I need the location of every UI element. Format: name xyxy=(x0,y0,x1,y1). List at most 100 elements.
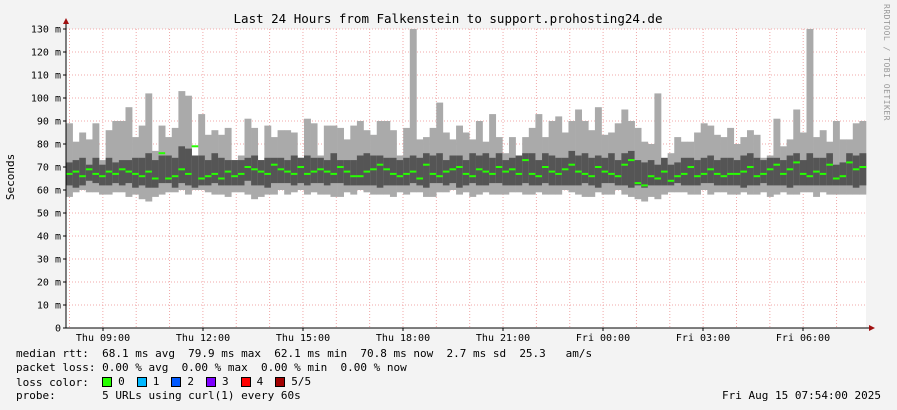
y-tick-labels: 0 10 m 20 m 30 m 40 m 50 m 60 m 70 m 80 m 90 m 100… xyxy=(31,25,66,335)
median-point xyxy=(846,161,854,164)
loss-legend-items: 0 1 2 3 4 5/5 xyxy=(102,375,323,391)
iqr-bar xyxy=(462,160,470,186)
envelope-bar xyxy=(621,109,629,195)
iqr-bar xyxy=(423,153,430,188)
median-point xyxy=(231,175,239,178)
x-tick-label: Thu 18:00 xyxy=(376,333,430,344)
median-point xyxy=(489,172,497,175)
envelope-bar xyxy=(409,29,417,193)
iqr-bar xyxy=(297,157,305,184)
envelope-bar xyxy=(614,123,622,190)
median-point xyxy=(641,184,649,187)
median-point xyxy=(396,175,404,178)
median-point xyxy=(700,172,708,175)
y-tick-label: 10 m xyxy=(37,301,61,312)
iqr-bar xyxy=(211,153,219,184)
iqr-bar xyxy=(237,160,245,186)
median-point xyxy=(304,172,311,175)
median-point xyxy=(614,175,622,178)
iqr-bar xyxy=(680,157,688,186)
iqr-bar xyxy=(852,155,860,188)
iqr-bar xyxy=(165,155,173,184)
iqr-bar xyxy=(839,162,847,186)
envelope-bar xyxy=(198,114,206,190)
median-point xyxy=(376,163,384,166)
y-tick-label: 70 m xyxy=(37,163,61,174)
median-point xyxy=(813,170,821,173)
y-tick-label: 100 m xyxy=(31,94,61,105)
loss-color-swatch xyxy=(275,377,286,387)
iqr-bar xyxy=(277,157,285,184)
median-point xyxy=(171,175,179,178)
iqr-bar xyxy=(178,146,186,184)
envelope-bar xyxy=(793,109,801,195)
median-point xyxy=(429,172,437,175)
iqr-bar xyxy=(588,157,596,186)
x-tick-label: Thu 12:00 xyxy=(176,333,230,344)
median-point xyxy=(277,168,285,171)
median-point xyxy=(151,177,159,180)
median-point xyxy=(72,170,80,173)
iqr-bar xyxy=(601,157,609,184)
envelope-bar xyxy=(535,114,543,193)
median-point xyxy=(297,166,305,168)
envelope-bar xyxy=(555,116,563,195)
iqr-bar xyxy=(826,153,834,186)
median-point xyxy=(469,175,477,178)
median-point xyxy=(601,170,609,173)
iqr-bar xyxy=(257,160,265,186)
envelope-bar xyxy=(575,109,583,195)
median-point xyxy=(647,175,655,178)
median-point xyxy=(118,168,126,171)
iqr-bar xyxy=(244,157,252,181)
x-tick-labels: Thu 09:00 Thu 12:00 Thu 15:00 Thu 18:00 Thu … xyxy=(76,328,830,344)
loss-legend-item: 1 xyxy=(136,375,159,389)
x-tick-label: Fri 00:00 xyxy=(576,333,630,344)
median-point xyxy=(542,166,549,168)
median-point xyxy=(237,172,245,175)
rrdtool-watermark: RRDTOOL / TOBI OETIKER xyxy=(882,4,891,121)
iqr-bar xyxy=(515,155,523,186)
iqr-bar xyxy=(733,160,741,186)
median-point xyxy=(839,175,847,178)
median-point xyxy=(138,175,146,178)
iqr-bar xyxy=(72,160,80,188)
median-point xyxy=(257,170,265,173)
median-point xyxy=(456,166,463,168)
iqr-bar xyxy=(535,160,543,186)
iqr-bar xyxy=(568,150,576,186)
iqr-bar xyxy=(753,157,761,186)
envelope-bar xyxy=(594,107,602,193)
median-point xyxy=(707,168,715,171)
loss-legend-label: 3 xyxy=(221,375,229,388)
median-point xyxy=(495,166,503,168)
y-tick-label: 50 m xyxy=(37,209,61,220)
median-point xyxy=(528,172,536,175)
median-point xyxy=(132,172,140,175)
y-tick-label: 90 m xyxy=(37,117,61,128)
median-point xyxy=(198,177,206,180)
iqr-bar xyxy=(118,160,126,186)
median-point xyxy=(284,170,292,173)
median-point xyxy=(680,172,688,175)
iqr-bar xyxy=(290,155,298,186)
median-point xyxy=(733,172,741,175)
loss-legend-item: 2 xyxy=(171,375,194,389)
loss-color-swatch xyxy=(205,377,216,387)
envelope-bar xyxy=(489,114,497,195)
iqr-bar xyxy=(687,157,695,186)
median-point xyxy=(502,170,510,173)
iqr-bar xyxy=(832,164,840,186)
packet-loss-stats: packet loss: 0.00 % avg 0.00 % max 0.00 … xyxy=(16,361,407,374)
iqr-bar xyxy=(204,160,212,186)
iqr-bar xyxy=(555,157,563,186)
iqr-bar xyxy=(760,160,768,184)
median-point xyxy=(251,168,259,171)
median-point xyxy=(859,166,867,168)
iqr-bar xyxy=(436,153,444,184)
iqr-bar xyxy=(79,157,87,186)
iqr-bar xyxy=(654,164,662,186)
median-point xyxy=(191,145,199,148)
median-point xyxy=(462,172,470,175)
data-bars xyxy=(66,29,867,202)
